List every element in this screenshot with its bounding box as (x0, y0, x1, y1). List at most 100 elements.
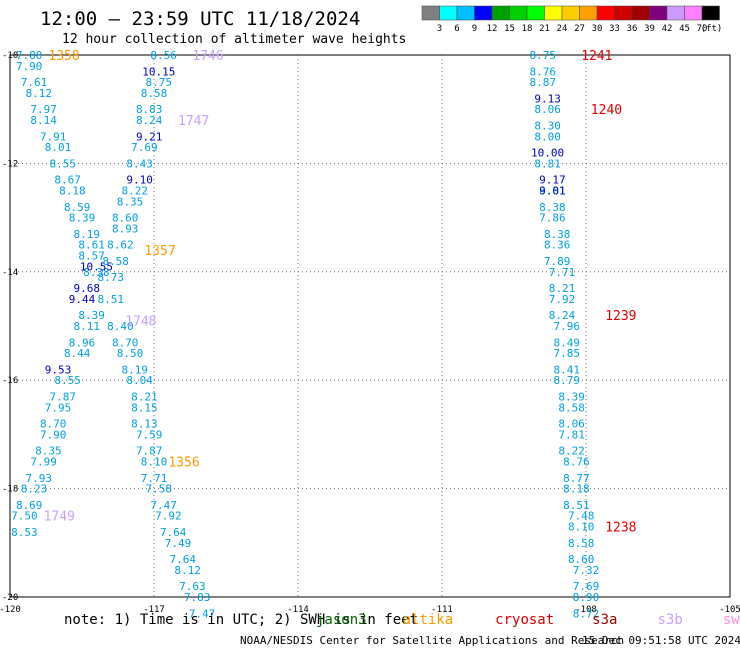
swh-value-label: 7.64 (170, 553, 197, 566)
satellite-name-cryosat: cryosat (495, 612, 555, 628)
swh-value-label: 8.76 (530, 65, 557, 78)
legend-label: 3 (437, 24, 442, 34)
swh-value-label: 9.68 (74, 282, 101, 295)
swh-value-label: 8.83 (136, 103, 163, 116)
swh-value-label: 8.87 (530, 76, 557, 89)
swh-value-label: 8.73 (98, 271, 125, 284)
swh-value-label: 9.21 (136, 130, 163, 143)
swh-value-label: 8.79 (554, 374, 581, 387)
swh-value-label: 7.87 (136, 445, 163, 458)
swh-value-label: 8.55 (54, 374, 81, 387)
legend-label: 24 (557, 24, 568, 34)
swh-value-label: 7.71 (141, 472, 168, 485)
swh-value-label: 8.58 (102, 255, 129, 268)
swh-value-label: 8.40 (107, 320, 134, 333)
legend-label: 70 (697, 24, 708, 34)
satellite-name-s3a: s3a (592, 612, 618, 628)
swh-value-label: 7.69 (573, 580, 600, 593)
swh-value-label: 8.21 (131, 390, 158, 403)
swh-value-label: 8.70 (40, 418, 67, 431)
legend-label: 33 (609, 24, 620, 34)
swh-value-label: 7.93 (26, 472, 53, 485)
satellite-name-s3b: s3b (657, 612, 683, 628)
swh-value-label: 9.01 (539, 185, 566, 198)
legend-label: 18 (522, 24, 533, 34)
plot-frame (9, 54, 731, 598)
pass-time-label: 1239 (605, 309, 636, 324)
swh-value-label: 8.60 (568, 553, 595, 566)
pass-time-label: 1357 (144, 244, 175, 259)
pass-time-label: 1746 (192, 49, 223, 64)
swh-value-label: 9.10 (126, 174, 153, 187)
swh-value-label: 7.96 (554, 320, 581, 333)
swh-value-label: 8.72 (573, 607, 600, 620)
y-tick-label: -18 (2, 485, 18, 495)
swh-value-label: 8.00 (534, 130, 561, 143)
swh-value-label: 8.60 (112, 212, 139, 225)
swh-value-label: 8.06 (534, 103, 561, 116)
swh-value-label: 8.38 (83, 266, 110, 279)
swh-value-label: 8.90 (573, 591, 600, 604)
swh-value-label: 8.39 (69, 212, 96, 225)
swh-value-label: 9.17 (539, 174, 566, 187)
chart-subtitle: 12 hour collection of altimeter wave hei… (62, 32, 407, 47)
swh-value-label: 8.51 (98, 293, 125, 306)
swh-value-label: 8.18 (563, 483, 590, 496)
swh-value-label: 7.83 (184, 591, 211, 604)
legend-label: 9 (472, 24, 477, 34)
pass-time-label: 1238 (605, 521, 636, 536)
swh-value-label: 7.71 (549, 266, 576, 279)
x-tick-label: -111 (431, 605, 453, 615)
swh-value-label: 8.55 (50, 157, 77, 170)
legend-label: 39 (644, 24, 655, 34)
swh-value-label: 7.64 (160, 526, 187, 539)
legend-label: 21 (539, 24, 550, 34)
swh-value-label: 8.96 (69, 336, 96, 349)
swh-value-label: 8.39 (78, 309, 105, 322)
footer-note: note: 1) Time is in UTC; 2) SWH is in fe… (64, 612, 419, 628)
swh-value-label: 7.85 (554, 347, 581, 360)
swh-value-label: 7.61 (21, 76, 48, 89)
swh-value-label: 8.11 (74, 320, 101, 333)
swh-value-label: 8.75 (146, 76, 173, 89)
swh-value-label: 7.47 (150, 499, 177, 512)
swh-value-label: 10.00 (531, 147, 564, 160)
x-tick-label: -117 (143, 605, 165, 615)
swh-value-label: 10.55 (80, 260, 113, 273)
swh-value-label: 8.41 (554, 363, 581, 376)
swh-value-label: 8.35 (117, 195, 144, 208)
credit-timestamp: 15 Dec 09:51:58 UTC 2024 (582, 634, 740, 647)
swh-value-label: 7.97 (30, 103, 57, 116)
swh-value-label: 8.43 (126, 157, 153, 170)
swh-value-label: 8.62 (107, 239, 134, 252)
pass-time-label: 1749 (44, 510, 75, 525)
y-tick-label: -14 (2, 268, 18, 278)
legend-swatch (701, 5, 720, 21)
swh-value-label: 8.15 (131, 401, 158, 414)
pass-time-label: 1358 (48, 49, 79, 64)
swh-value-label: 8.93 (112, 222, 139, 235)
swh-value-label: 8.21 (549, 282, 576, 295)
swh-value-label: 8.76 (563, 456, 590, 469)
swh-value-label: 7.81 (558, 428, 585, 441)
chart-title: 12:00 — 23:59 UTC 11/18/2024 (40, 8, 361, 30)
swh-value-label: 8.35 (35, 445, 62, 458)
swh-value-label: 8.56 (150, 49, 177, 62)
swh-value-label: 8.59 (64, 201, 91, 214)
swh-value-label: 8.44 (64, 347, 91, 360)
swh-value-label: 7.92 (155, 510, 182, 523)
swh-value-label: 8.19 (74, 228, 101, 241)
swh-value-label: 8.10 (141, 456, 168, 469)
x-tick-label: -120 (0, 605, 21, 615)
swh-value-label: 7.32 (573, 564, 600, 577)
swh-value-label: 8.69 (16, 499, 43, 512)
swh-value-label: 8.24 (136, 114, 163, 127)
x-tick-label: -114 (287, 605, 309, 615)
swh-value-label: 7.91 (40, 130, 67, 143)
swh-value-label: 8.49 (554, 336, 581, 349)
pass-time-label: 1356 (168, 456, 199, 471)
swh-value-label: 7.92 (549, 293, 576, 306)
swh-value-label: 8.14 (30, 114, 57, 127)
swh-value-label: 8.58 (568, 537, 595, 550)
swh-value-label: 8.30 (534, 119, 561, 132)
